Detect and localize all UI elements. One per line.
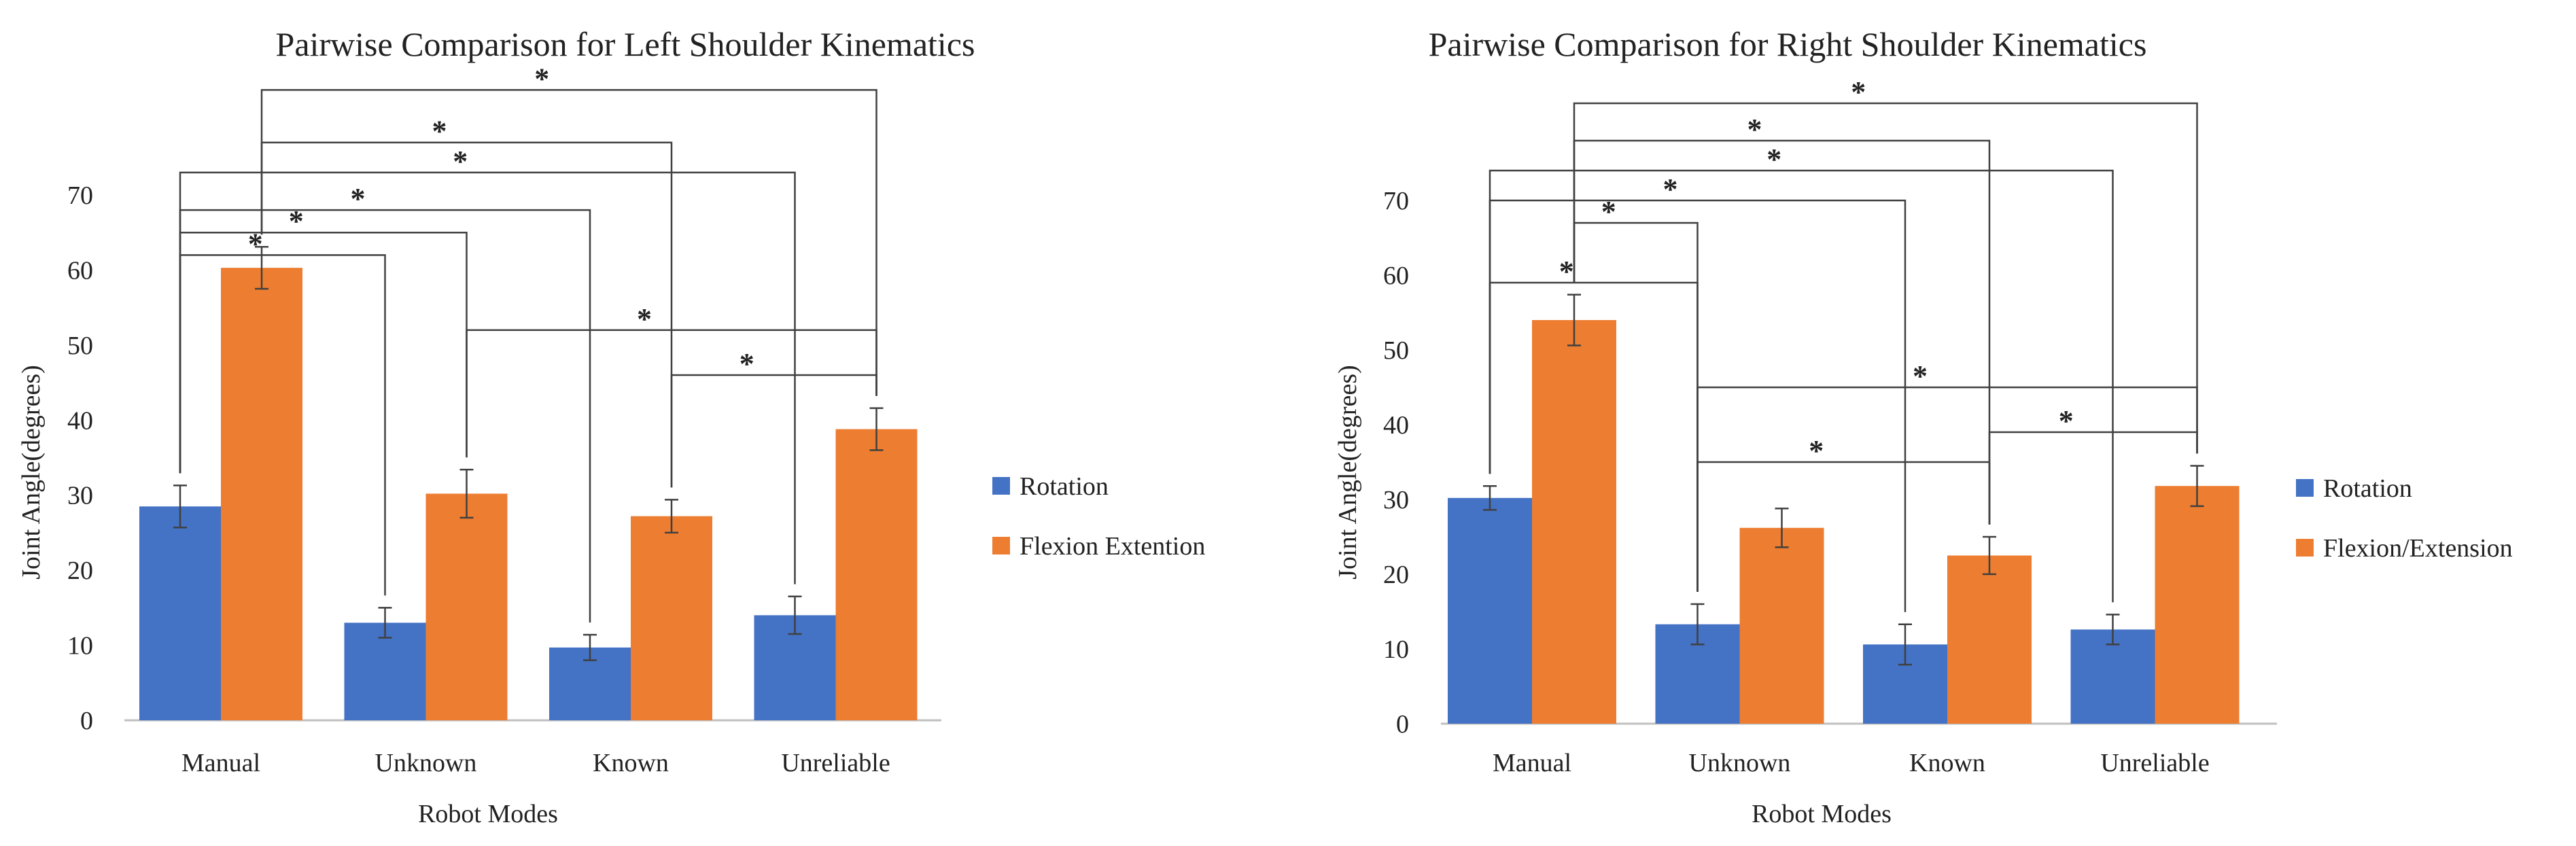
left-y-axis-label: Joint Angle(degrees) bbox=[17, 365, 46, 580]
right-y-tick-30: 30 bbox=[1383, 486, 1409, 514]
right-y-tick-20: 20 bbox=[1383, 561, 1409, 589]
left-y-tick-50: 50 bbox=[67, 332, 93, 360]
right-plot-area: 0 10 20 30 40 50 60 70 Manual Unknown Known Unrelia… bbox=[1383, 75, 2277, 777]
left-bar-flexion-unreliable bbox=[835, 429, 918, 720]
left-significance-star: * bbox=[432, 115, 447, 148]
left-chart: Pairwise Comparison for Left Shoulder Ki… bbox=[17, 25, 1205, 828]
right-significance-star: * bbox=[1913, 359, 1928, 393]
right-y-tick-0: 0 bbox=[1396, 710, 1409, 739]
right-y-tick-10: 10 bbox=[1383, 635, 1409, 664]
left-significance-bracket bbox=[260, 141, 673, 488]
left-errorbar-rotation-manual bbox=[173, 484, 187, 529]
left-significance-bracket bbox=[179, 254, 386, 596]
right-legend-rotation-swatch bbox=[2296, 479, 2314, 497]
left-significance-star: * bbox=[453, 145, 468, 178]
left-significance-bracket bbox=[260, 89, 877, 396]
right-bar-flexion-known bbox=[1947, 555, 2032, 724]
left-significance-star: * bbox=[637, 302, 652, 336]
right-significance-star: * bbox=[1663, 173, 1678, 206]
right-errorbar-flexion-unknown bbox=[1775, 507, 1789, 548]
left-plot-area: 0 10 20 30 40 50 60 70 Manual Unknown Known Unrelia… bbox=[67, 62, 941, 777]
right-errorbar-rotation-unknown bbox=[1690, 603, 1705, 646]
left-errorbar-flexion-unknown bbox=[459, 468, 474, 519]
right-y-tick-50: 50 bbox=[1383, 336, 1409, 365]
left-errorbar-rotation-unknown bbox=[378, 607, 392, 639]
left-y-tick-20: 20 bbox=[67, 557, 93, 585]
right-significance-bracket bbox=[1573, 102, 2198, 454]
left-x-tick-unknown: Unknown bbox=[375, 749, 477, 777]
left-bar-rotation-manual bbox=[139, 506, 221, 720]
left-legend-flexion-label: Flexion Extention bbox=[1020, 532, 1205, 561]
right-y-tick-60: 60 bbox=[1383, 262, 1409, 290]
left-significance-star: * bbox=[248, 227, 263, 260]
right-errorbar-flexion-known bbox=[1983, 535, 1996, 576]
left-significance-star: * bbox=[534, 62, 549, 95]
right-significance-star: * bbox=[1559, 255, 1574, 288]
left-x-axis-label: Robot Modes bbox=[418, 800, 558, 828]
left-x-tick-known: Known bbox=[593, 749, 669, 777]
right-y-axis-label: Joint Angle(degrees) bbox=[1334, 365, 1362, 580]
right-x-tick-unreliable: Unreliable bbox=[2100, 749, 2209, 777]
left-legend-flexion-swatch bbox=[992, 537, 1010, 554]
left-chart-title: Pairwise Comparison for Left Shoulder Ki… bbox=[276, 25, 975, 63]
left-legend: Rotation Flexion Extention bbox=[992, 472, 1205, 561]
left-errorbar-flexion-known bbox=[665, 499, 678, 534]
right-y-tick-70: 70 bbox=[1383, 187, 1409, 215]
right-errorbar-flexion-manual bbox=[1567, 294, 1581, 347]
left-significance-star: * bbox=[289, 205, 304, 238]
left-errorbar-rotation-unreliable bbox=[788, 595, 802, 635]
right-errorbar-rotation-known bbox=[1898, 623, 1912, 666]
left-x-tick-unreliable: Unreliable bbox=[781, 749, 890, 777]
left-bar-flexion-unknown bbox=[425, 493, 508, 720]
left-significance-bracket bbox=[466, 329, 877, 458]
right-errorbar-rotation-unreliable bbox=[2106, 614, 2120, 646]
left-legend-rotation-label: Rotation bbox=[1020, 472, 1109, 501]
left-y-tick-60: 60 bbox=[67, 256, 93, 285]
right-x-tick-unknown: Unknown bbox=[1689, 749, 1791, 777]
right-bar-flexion-unknown bbox=[1739, 527, 1824, 724]
right-legend-flexion-swatch bbox=[2296, 539, 2314, 557]
left-errorbar-flexion-unreliable bbox=[869, 407, 884, 451]
left-x-tick-manual: Manual bbox=[181, 749, 260, 777]
left-bar-flexion-manual bbox=[221, 268, 302, 720]
right-significance-star: * bbox=[1601, 195, 1616, 228]
left-errorbar-flexion-manual bbox=[255, 245, 268, 290]
right-significance-star: * bbox=[1766, 143, 1781, 176]
right-significance-star: * bbox=[1747, 113, 1762, 146]
right-chart-title: Pairwise Comparison for Right Shoulder K… bbox=[1429, 25, 2147, 63]
left-y-tick-40: 40 bbox=[67, 406, 93, 435]
right-significance-star: * bbox=[1851, 75, 1866, 109]
right-bar-flexion-unreliable bbox=[2155, 486, 2240, 724]
right-bar-flexion-manual bbox=[1532, 320, 1616, 724]
left-significance-star: * bbox=[351, 182, 366, 215]
left-significance-bracket bbox=[670, 374, 877, 488]
left-y-tick-10: 10 bbox=[67, 632, 93, 660]
right-errorbar-rotation-manual bbox=[1483, 484, 1497, 511]
left-y-tick-30: 30 bbox=[67, 482, 93, 510]
left-y-tick-0: 0 bbox=[80, 707, 93, 735]
right-x-axis-label: Robot Modes bbox=[1752, 800, 1892, 828]
right-x-tick-known: Known bbox=[1909, 749, 1985, 777]
right-x-tick-manual: Manual bbox=[1493, 749, 1571, 777]
right-y-tick-40: 40 bbox=[1383, 411, 1409, 440]
left-bar-rotation-unknown bbox=[344, 622, 426, 720]
left-legend-rotation-swatch bbox=[992, 477, 1010, 495]
right-significance-star: * bbox=[1809, 434, 1824, 468]
right-significance-bracket bbox=[1988, 431, 2198, 525]
left-y-tick-70: 70 bbox=[67, 181, 93, 210]
left-significance-star: * bbox=[739, 347, 754, 381]
right-legend-flexion-label: Flexion/Extension bbox=[2323, 534, 2513, 563]
left-bar-flexion-known bbox=[631, 516, 712, 720]
right-significance-star: * bbox=[2059, 404, 2074, 438]
right-significance-bracket bbox=[1573, 139, 1991, 525]
right-chart: Pairwise Comparison for Right Shoulder K… bbox=[1334, 25, 2513, 828]
right-legend-rotation-label: Rotation bbox=[2323, 474, 2412, 503]
right-bar-rotation-manual bbox=[1448, 497, 1532, 724]
right-errorbar-flexion-unreliable bbox=[2190, 465, 2204, 508]
left-errorbar-rotation-known bbox=[583, 633, 597, 661]
right-legend: Rotation Flexion/Extension bbox=[2296, 474, 2513, 563]
